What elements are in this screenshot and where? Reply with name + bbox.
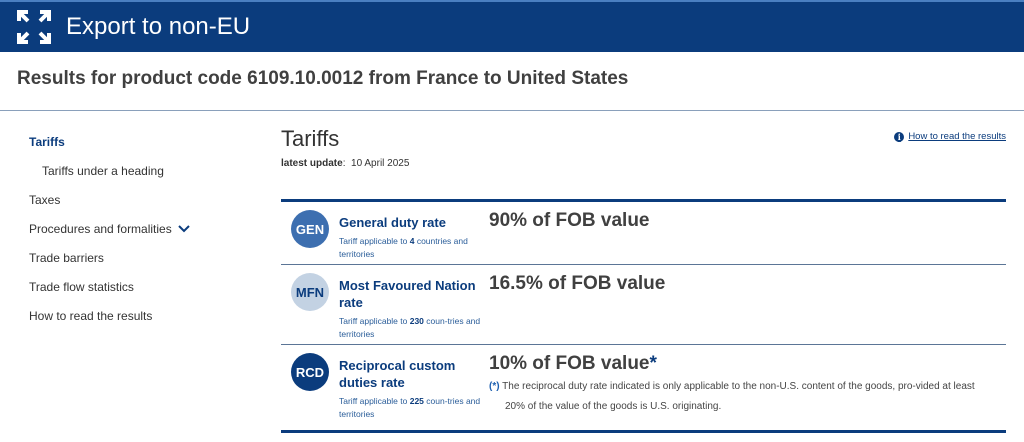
update-label: latest update bbox=[281, 158, 343, 169]
rcd-badge: RCD bbox=[291, 353, 329, 391]
gen-badge: GEN bbox=[291, 210, 329, 248]
mfn-badge: MFN bbox=[291, 273, 329, 311]
rate-subtitle: Tariff applicable to 230 coun-tries and … bbox=[339, 316, 481, 339]
rate-subtitle: Tariff applicable to 4 countries and ter… bbox=[339, 236, 468, 259]
tariff-table: GEN General duty rate Tariff applicable … bbox=[281, 199, 1006, 433]
sidebar-item-label: How to read the results bbox=[29, 309, 153, 323]
rate-title: Reciprocal custom duties rate bbox=[339, 358, 456, 390]
sidebar: Tariffs Tariffs under a heading Taxes Pr… bbox=[29, 134, 191, 337]
rate-value: 90% of FOB value bbox=[489, 210, 650, 231]
sidebar-item-label: Tariffs under a heading bbox=[42, 164, 164, 178]
sidebar-item-label: Trade flow statistics bbox=[29, 280, 134, 294]
sidebar-item-taxes[interactable]: Taxes bbox=[29, 192, 191, 221]
main-content: Tariffs latest update: 10 April 2025 i Ho… bbox=[281, 126, 1006, 169]
latest-update: latest update: 10 April 2025 bbox=[281, 158, 410, 169]
app-title: Export to non-EU bbox=[66, 13, 251, 40]
app-header: Export to non-EU bbox=[0, 0, 1024, 52]
chevron-down-icon[interactable] bbox=[177, 223, 191, 235]
sidebar-item-trade-barriers[interactable]: Trade barriers bbox=[29, 250, 191, 279]
expand-arrows-icon bbox=[17, 10, 51, 44]
results-title: Results for product code 6109.10.0012 fr… bbox=[17, 68, 629, 89]
page-title: Tariffs bbox=[281, 126, 340, 151]
rate-subtitle: Tariff applicable to 225 coun-tries and … bbox=[339, 396, 481, 419]
table-row: MFN Most Favoured Nation rate Tariff app… bbox=[281, 265, 1006, 345]
rate-value: 10% of FOB value* bbox=[489, 353, 657, 374]
sidebar-item-label: Procedures and formalities bbox=[29, 222, 172, 236]
table-row: GEN General duty rate Tariff applicable … bbox=[281, 202, 1006, 265]
info-icon: i bbox=[894, 131, 905, 142]
sidebar-item-tariffs[interactable]: Tariffs bbox=[29, 134, 191, 163]
rate-value: 16.5% of FOB value bbox=[489, 273, 666, 294]
update-value: 10 April 2025 bbox=[351, 158, 410, 169]
divider bbox=[0, 110, 1024, 111]
sidebar-item-label: Trade barriers bbox=[29, 251, 104, 265]
rate-footnote: (*) The reciprocal duty rate indicated i… bbox=[489, 381, 975, 412]
sidebar-item-label: Taxes bbox=[29, 193, 61, 207]
sidebar-item-procedures[interactable]: Procedures and formalities bbox=[29, 221, 191, 250]
how-to-read-label: How to read the results bbox=[908, 131, 1006, 142]
how-to-read-link[interactable]: i How to read the results bbox=[894, 131, 1006, 142]
sidebar-item-tariffs-under-heading[interactable]: Tariffs under a heading bbox=[29, 163, 191, 192]
table-row: RCD Reciprocal custom duties rate Tariff… bbox=[281, 345, 1006, 430]
sidebar-item-trade-flow[interactable]: Trade flow statistics bbox=[29, 279, 191, 308]
rate-title: General duty rate bbox=[339, 215, 446, 230]
sidebar-item-how-to-read[interactable]: How to read the results bbox=[29, 308, 191, 337]
sidebar-item-label: Tariffs bbox=[29, 135, 65, 149]
rate-title: Most Favoured Nation rate bbox=[339, 278, 476, 310]
